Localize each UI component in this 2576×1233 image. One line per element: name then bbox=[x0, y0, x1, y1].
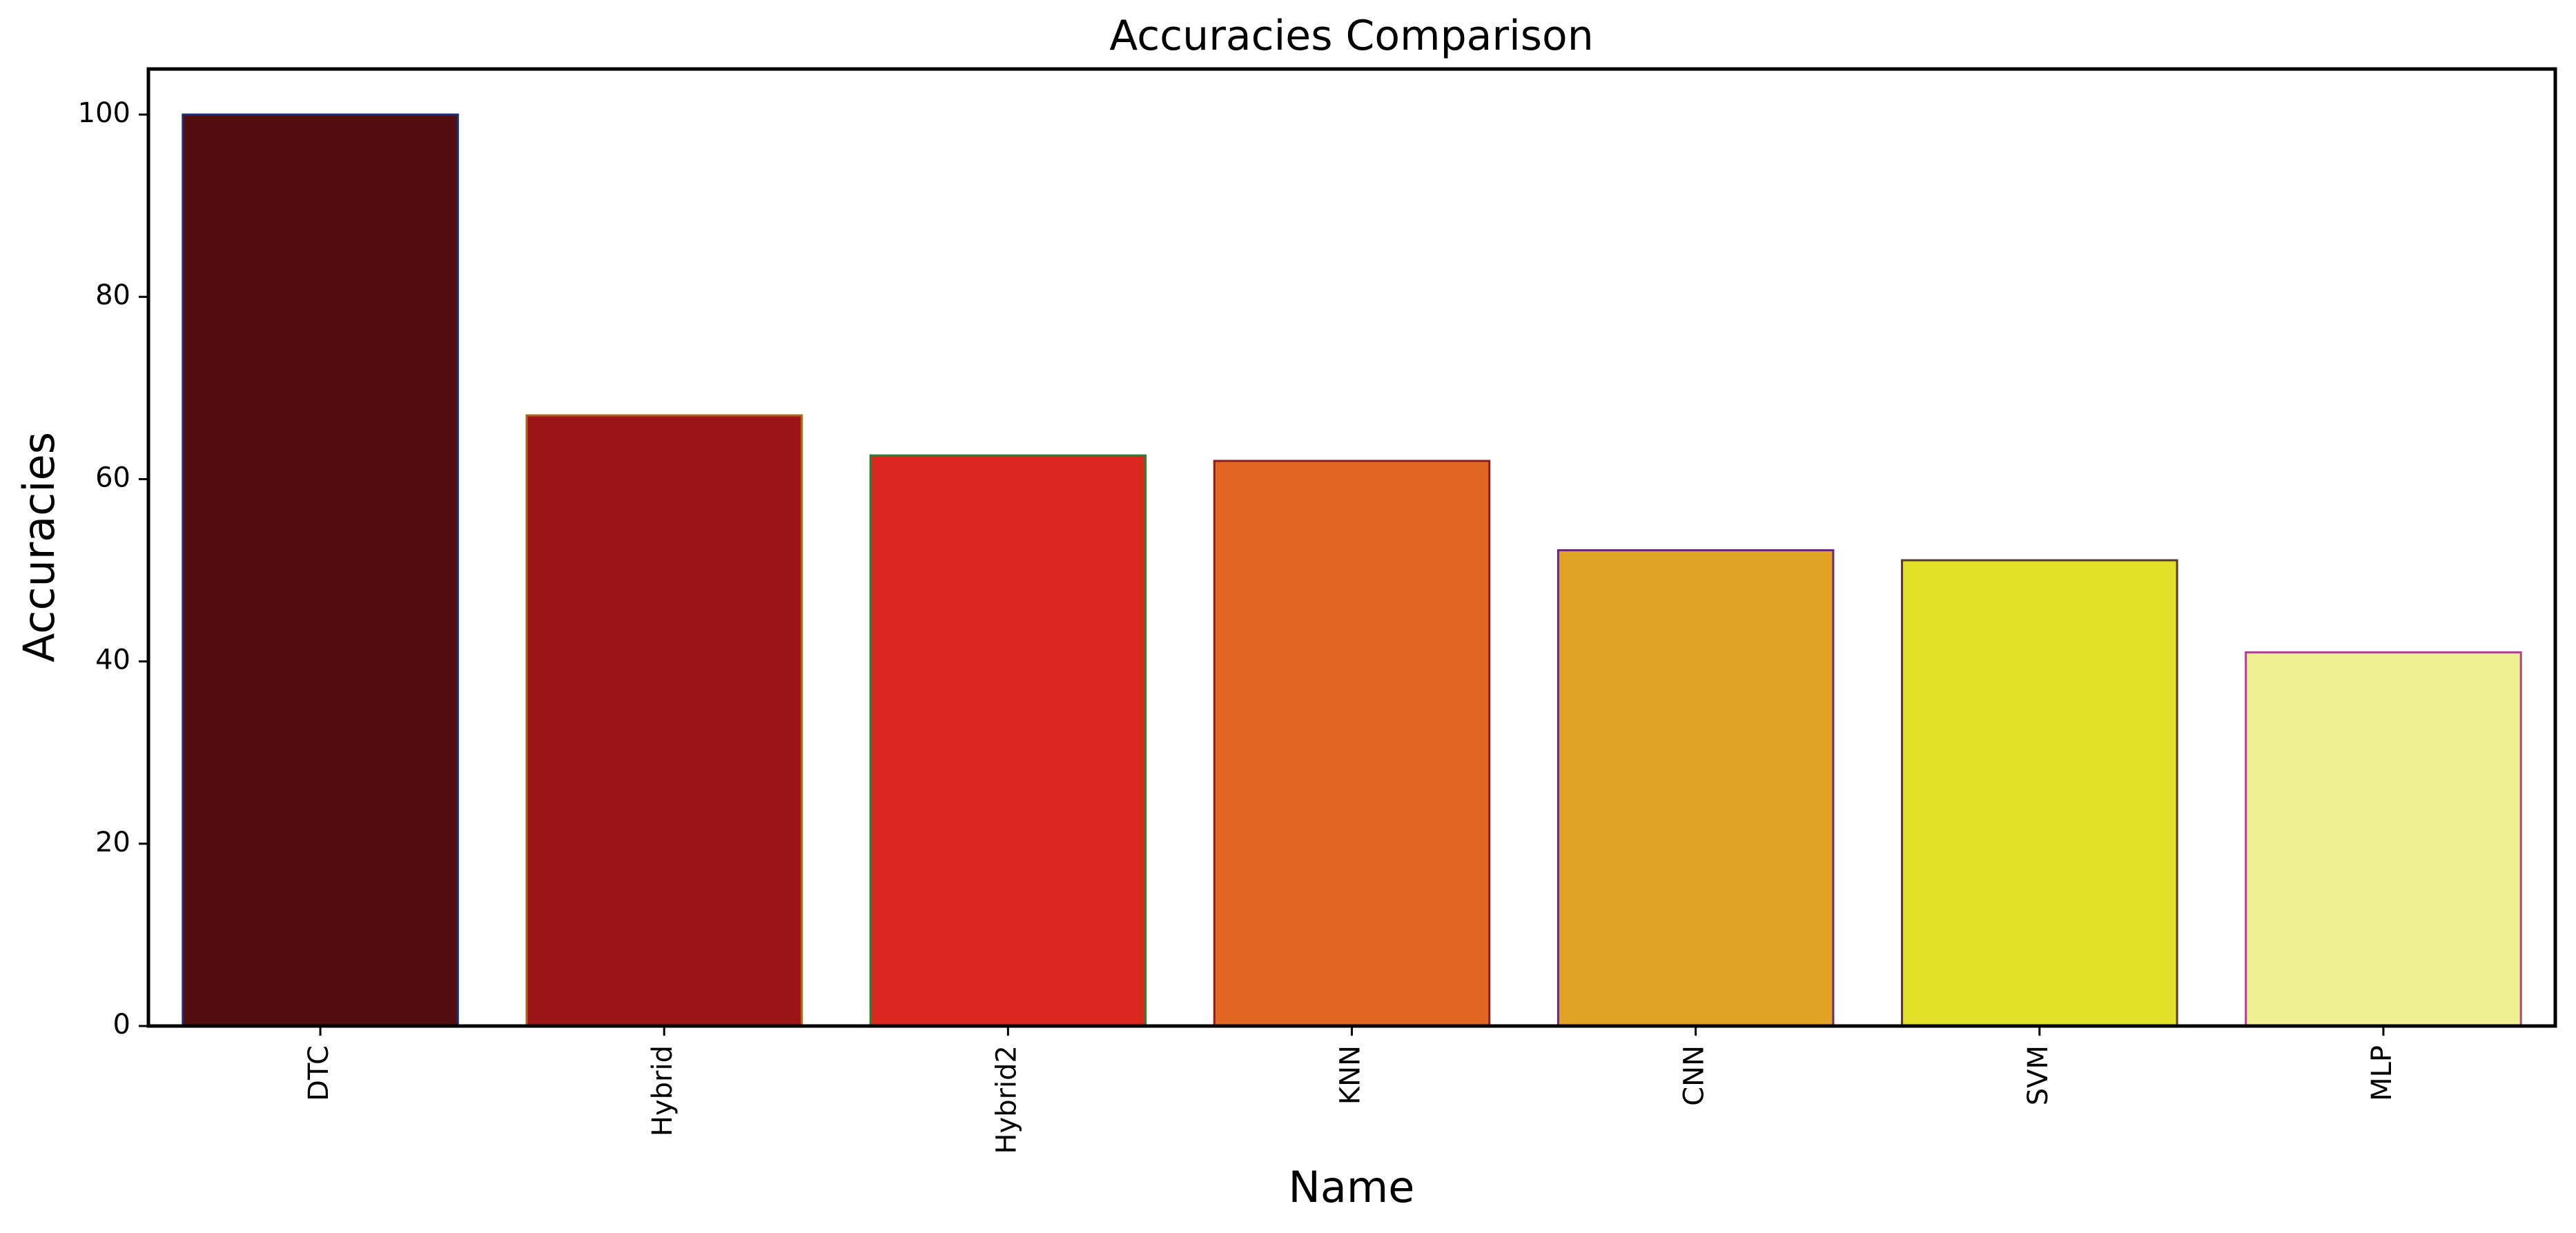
y-tick-label-60: 60 bbox=[95, 462, 130, 493]
bar-hybrid2 bbox=[869, 454, 1147, 1027]
y-tick-label-0: 0 bbox=[113, 1009, 130, 1040]
bars-group bbox=[182, 113, 2522, 1027]
x-axis-label: Name bbox=[1289, 1162, 1415, 1212]
x-tick-label-dtc: DTC bbox=[303, 1045, 335, 1101]
bar-svm bbox=[1901, 559, 2178, 1027]
y-tick-label-40: 40 bbox=[95, 644, 130, 676]
bar-cnn bbox=[1557, 549, 1835, 1027]
bar-dtc bbox=[182, 113, 459, 1027]
y-axis-label: Accuracies bbox=[14, 432, 64, 662]
x-tick-label-knn: KNN bbox=[1335, 1045, 1367, 1105]
chart-title: Accuracies Comparison bbox=[1109, 12, 1594, 60]
x-tick-label-hybrid2: Hybrid2 bbox=[991, 1045, 1022, 1154]
plot-frame bbox=[146, 67, 2557, 1028]
y-tick-label-100: 100 bbox=[78, 97, 130, 129]
x-tick-label-hybrid: Hybrid bbox=[647, 1045, 679, 1136]
bar-mlp bbox=[2245, 651, 2522, 1027]
x-axis-ticks: DTC Hybrid Hybrid2 KNN CNN SVM MLP bbox=[303, 1026, 2398, 1154]
bar-knn bbox=[1213, 460, 1491, 1027]
x-tick-label-cnn: CNN bbox=[1679, 1045, 1710, 1106]
x-tick-label-mlp: MLP bbox=[2366, 1045, 2398, 1101]
y-tick-label-80: 80 bbox=[95, 279, 130, 311]
y-tick-label-20: 20 bbox=[95, 827, 130, 858]
y-axis-ticks: 0 20 40 60 80 100 bbox=[78, 97, 148, 1040]
x-tick-label-svm: SVM bbox=[2022, 1045, 2054, 1105]
bar-hybrid bbox=[525, 414, 803, 1027]
